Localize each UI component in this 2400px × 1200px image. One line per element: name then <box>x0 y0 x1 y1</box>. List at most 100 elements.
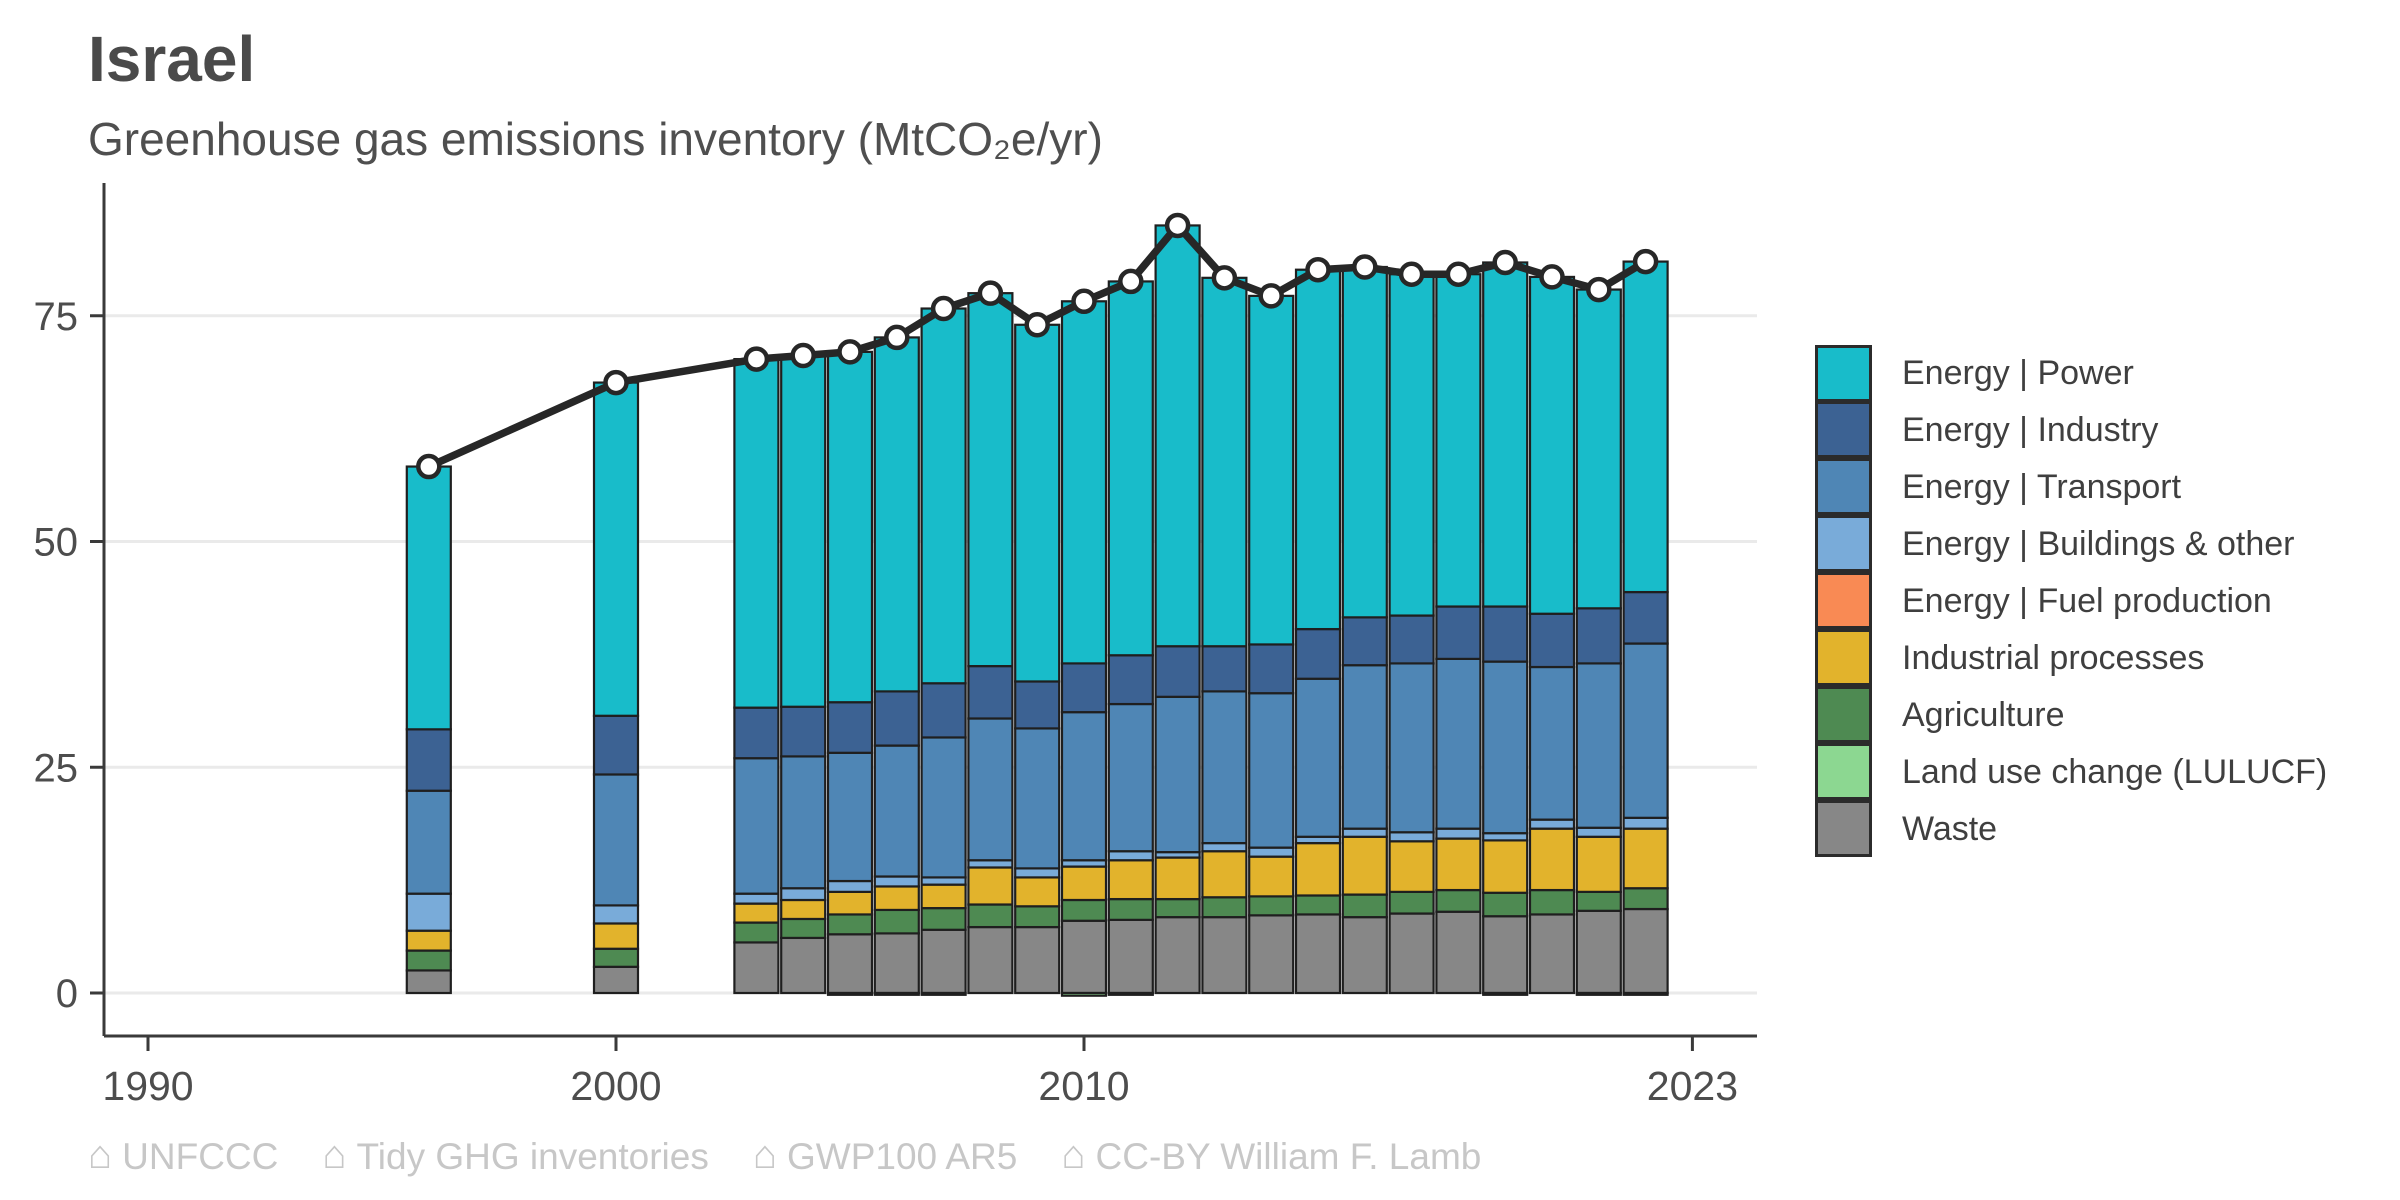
bar-segment <box>826 701 874 754</box>
bar-segment <box>1341 616 1388 667</box>
bar-segment <box>1060 662 1108 714</box>
bar-segment <box>1388 614 1435 665</box>
bar-segment <box>1154 916 1201 995</box>
total-point <box>1492 249 1518 276</box>
legend-item: Land use change (LULUCF) <box>1815 742 2327 801</box>
total-point <box>603 369 629 396</box>
bar-segment <box>1248 914 1295 995</box>
bar-segment <box>873 744 920 878</box>
bar-segment <box>1388 890 1435 915</box>
legend-label: Energy | Power <box>1902 354 2134 392</box>
legend-label: Energy | Fuel production <box>1902 582 2272 620</box>
bar-segment <box>873 908 920 935</box>
bar-segment <box>733 706 780 760</box>
bar-segment <box>780 898 827 921</box>
bar-segment <box>1248 643 1295 695</box>
total-point <box>1118 268 1144 295</box>
bar-segment <box>592 904 640 925</box>
bar-segment <box>1622 991 1669 996</box>
bar-segment <box>1341 664 1388 830</box>
bar-segment <box>1201 896 1248 919</box>
bar-segment <box>1575 909 1622 995</box>
legend-item: Energy | Fuel production <box>1815 571 2327 630</box>
bar-segment <box>1575 991 1622 996</box>
bar-segment <box>1341 827 1388 838</box>
bar-segment <box>1622 642 1669 819</box>
bar-segment <box>1014 867 1061 879</box>
legend-swatch <box>1815 799 1872 857</box>
bar-segment <box>1528 275 1576 615</box>
bar-segment <box>1482 991 1529 996</box>
bar-segment <box>1201 842 1248 853</box>
bar-segment <box>1622 887 1669 911</box>
bar-segment <box>1060 711 1108 862</box>
bar-segment <box>1154 695 1201 854</box>
bar-segment <box>1060 991 1108 997</box>
data-footnotes: ⌂ UNFCCC ⌂ Tidy GHG inventories ⌂ GWP100 AR5 ⌂… <box>88 1133 1482 1178</box>
bar-segment <box>920 907 967 931</box>
bar-segment <box>1248 294 1295 646</box>
home-icon: ⌂ <box>1061 1133 1086 1177</box>
legend-swatch <box>1815 457 1872 515</box>
footer-item: ⌂ CC-BY William F. Lamb <box>1061 1133 1482 1178</box>
bar-segment <box>1248 692 1295 849</box>
legend: Energy | Power Energy | Industry Energy | … <box>1815 345 2327 858</box>
legend-label: Energy | Buildings & other <box>1902 525 2295 563</box>
footer-item: ⌂ Tidy GHG inventories <box>322 1133 708 1178</box>
bar-segment <box>920 307 967 685</box>
bar-segment <box>873 991 920 996</box>
home-icon: ⌂ <box>322 1133 347 1177</box>
bar-segment <box>967 292 1014 668</box>
bar-segment <box>780 354 827 708</box>
bar-segment <box>1575 890 1622 912</box>
y-tick-label: 75 <box>34 295 79 339</box>
total-point <box>1305 256 1331 283</box>
legend-swatch <box>1815 571 1872 629</box>
bar-segment <box>1528 818 1576 830</box>
bar-segment <box>873 336 920 693</box>
bar-segment <box>826 933 874 995</box>
home-icon: ⌂ <box>88 1133 113 1177</box>
bar-segment <box>873 885 920 912</box>
bar-segment <box>826 913 874 936</box>
bar-segment <box>1622 260 1669 594</box>
bar-segment <box>920 682 967 739</box>
bar-segment <box>1622 590 1669 645</box>
bar-segment <box>1482 261 1529 608</box>
bar-segment <box>1248 846 1295 858</box>
bar-segment <box>1107 850 1154 862</box>
total-point <box>1632 248 1659 275</box>
legend-swatch <box>1815 742 1872 800</box>
bar-segment <box>592 947 640 968</box>
footer-item: ⌂ UNFCCC <box>88 1133 278 1178</box>
bar-segment <box>1388 273 1435 617</box>
bar-segment <box>1528 665 1576 821</box>
legend-item: Energy | Buildings & other <box>1815 514 2327 573</box>
bar-segment <box>1107 918 1154 995</box>
bar-segment <box>1154 897 1201 919</box>
bar-segment <box>1107 702 1154 853</box>
bar-segment <box>826 879 874 893</box>
bar-segment <box>1294 913 1342 995</box>
x-tick-label: 2000 <box>570 1063 661 1109</box>
bar-segment <box>873 932 920 995</box>
footer-label: CC-BY William F. Lamb <box>1095 1136 1482 1177</box>
bar-segment <box>1435 273 1482 608</box>
bar-segment <box>1294 894 1342 916</box>
bar-segment <box>967 903 1014 929</box>
bar-segment <box>1294 842 1342 897</box>
bar-segment <box>405 465 452 731</box>
bar-segment <box>733 921 780 944</box>
bar-segment <box>1154 224 1201 648</box>
bar-segment <box>1107 897 1154 921</box>
total-point <box>1445 261 1472 287</box>
bar-segment <box>405 969 452 995</box>
bar-segment <box>1622 816 1669 830</box>
bar-segment <box>1575 826 1622 838</box>
bar-segment <box>780 887 827 902</box>
bar-segment <box>1107 991 1154 996</box>
legend-item: Industrial processes <box>1815 628 2327 687</box>
bar-segment <box>1575 835 1622 893</box>
bar-segment <box>1622 907 1669 995</box>
